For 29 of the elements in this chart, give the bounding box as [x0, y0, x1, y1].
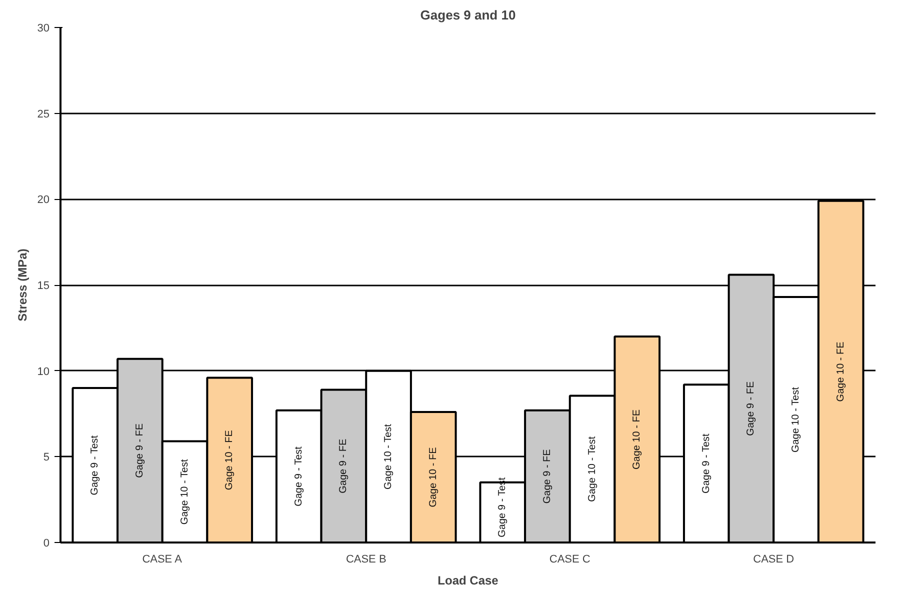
y-tick-label: 30	[37, 22, 50, 34]
x-tick-label: CASE A	[142, 554, 183, 566]
y-tick-label: 10	[37, 366, 50, 378]
chart-title: Gages 9 and 10	[420, 8, 516, 22]
x-tick-label: CASE C	[549, 554, 590, 566]
text: Gage 10 - FE	[224, 430, 236, 490]
series-label: Gage 10 - Test	[383, 424, 394, 490]
text: Gage 9 - Test	[90, 435, 101, 496]
y-tick-label: 25	[37, 108, 50, 120]
series-label: Gage 9 - FE	[338, 438, 350, 494]
x-tick-label: CASE D	[753, 554, 794, 566]
text: Gage 9 - FE	[746, 381, 757, 436]
text: Gage 10 - FE	[632, 409, 643, 470]
y-tick-label: 5	[43, 452, 50, 464]
text: Gage 10 - Test	[790, 387, 802, 453]
series-label: Gage 10 - FE	[428, 446, 439, 508]
text: Gage 10 - Test	[586, 436, 598, 502]
text: Gage 10 - Test	[179, 459, 190, 525]
y-tick-label: 0	[43, 538, 50, 550]
text: Gage 9 - FE	[542, 449, 553, 504]
y-tick-label: 20	[37, 194, 50, 206]
text: Gage 9 - Test	[293, 446, 304, 506]
text: Gage 10 - FE	[835, 342, 846, 402]
y-tick-label: 15	[37, 280, 50, 292]
y-axis-title: Stress (MPa)	[15, 248, 30, 322]
x-axis-title: Load Case	[438, 574, 499, 588]
text: Gage 9 - Test	[700, 434, 712, 494]
text: Gage 9 - FE	[134, 423, 146, 478]
x-tick-label: CASE B	[346, 554, 386, 566]
